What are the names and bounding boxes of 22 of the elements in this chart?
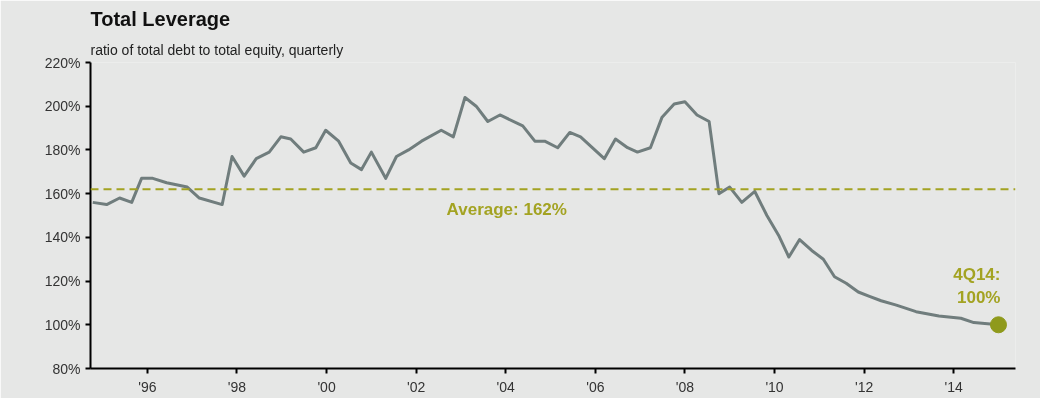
y-tick-label: 140% [44, 229, 81, 246]
x-tick-label: '10 [765, 378, 784, 395]
x-tick-label: '98 [227, 378, 247, 395]
chart-title: Total Leverage [90, 7, 231, 30]
x-tick-label: '08 [675, 378, 695, 395]
y-tick-label: 160% [44, 185, 81, 202]
x-tick-label: '00 [317, 378, 336, 395]
y-tick-label: 200% [44, 98, 81, 115]
chart-subtitle: ratio of total debt to total equity, quarterly [90, 41, 344, 58]
y-tick-label: 180% [44, 141, 81, 158]
ref-line-label: Average: 162% [446, 200, 567, 220]
annotation: 4Q14: 100% [953, 264, 1001, 307]
x-tick-label: '96 [138, 378, 157, 395]
x-tick-label: '04 [496, 378, 516, 395]
y-tick-label: 80% [52, 360, 81, 377]
x-tick-label: '12 [854, 378, 874, 395]
y-tick-label: 220% [44, 54, 81, 71]
y-tick-label: 120% [44, 273, 81, 290]
x-tick-label: '02 [407, 378, 426, 395]
x-tick-label: '06 [586, 378, 605, 395]
y-tick-label: 100% [44, 316, 81, 333]
x-tick-label: '14 [944, 378, 964, 395]
